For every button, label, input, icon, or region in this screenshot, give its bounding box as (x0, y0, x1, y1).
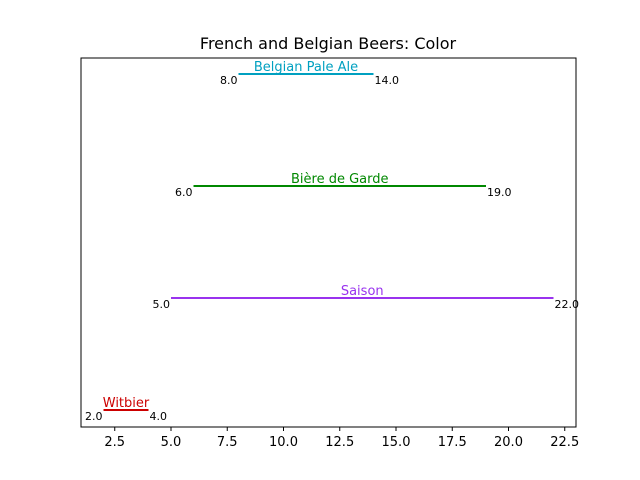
x-tick-label: 5.0 (161, 435, 182, 450)
x-tick-label: 12.5 (325, 435, 354, 450)
x-tick-label: 7.5 (217, 435, 238, 450)
x-tick-label: 10.0 (269, 435, 298, 450)
range-name-label: Bière de Garde (291, 172, 389, 187)
range-bar: Belgian Pale Ale 8.0 14.0 (220, 60, 399, 87)
range-max-label: 14.0 (375, 74, 400, 87)
x-tick-label: 2.5 (104, 435, 125, 450)
range-bar: Saison 5.0 22.0 (153, 284, 580, 311)
plot-area (80, 57, 577, 428)
range-max-label: 22.0 (555, 298, 580, 311)
range-name-label: Belgian Pale Ale (254, 60, 358, 75)
range-name-label: Witbier (103, 396, 150, 411)
chart-title: French and Belgian Beers: Color (200, 34, 457, 53)
x-tick-label: 17.5 (438, 435, 467, 450)
range-max-label: 19.0 (487, 186, 512, 199)
range-min-label: 8.0 (220, 74, 238, 87)
range-bar: Bière de Garde 6.0 19.0 (175, 172, 512, 199)
x-tick-label: 15.0 (382, 435, 411, 450)
range-name-label: Saison (341, 284, 384, 299)
range-min-label: 5.0 (153, 298, 171, 311)
range-max-label: 4.0 (150, 410, 168, 423)
range-min-label: 6.0 (175, 186, 193, 199)
x-axis: 2.5 5.0 7.5 10.0 12.5 15.0 17.5 20.0 22.5 (104, 427, 579, 450)
range-min-label: 2.0 (85, 410, 103, 423)
x-tick-label: 22.5 (550, 435, 579, 450)
x-tick-label: 20.0 (494, 435, 523, 450)
